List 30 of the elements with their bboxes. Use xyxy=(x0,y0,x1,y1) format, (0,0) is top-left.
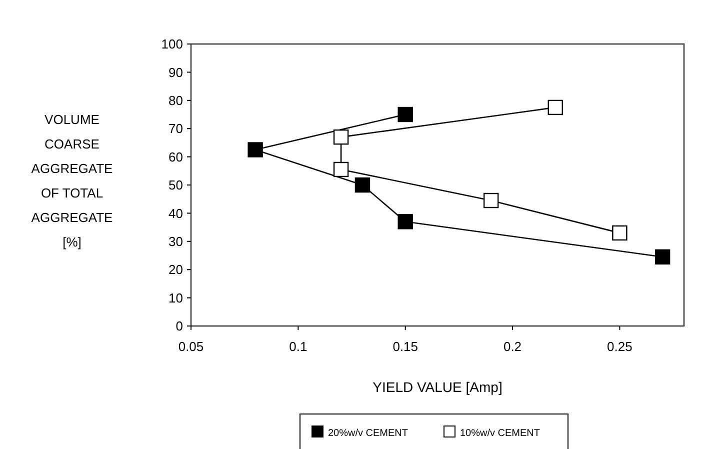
y-tick-label: 50 xyxy=(168,178,183,193)
point xyxy=(483,192,499,208)
y-tick-label: 70 xyxy=(168,121,183,136)
point xyxy=(354,177,370,193)
x-tick-label: 0.2 xyxy=(503,339,522,354)
x-tick-label: 0.05 xyxy=(178,339,204,354)
y-tick-label: 100 xyxy=(161,36,183,52)
x-axis-title: YIELD VALUE [Amp] xyxy=(372,379,502,395)
y-tick-label: 90 xyxy=(168,64,183,80)
point xyxy=(612,225,628,241)
point xyxy=(333,162,349,178)
point xyxy=(398,106,413,122)
point xyxy=(333,129,349,145)
y-tick-label: 60 xyxy=(168,149,183,164)
y-tick-label: 20 xyxy=(168,262,183,278)
y-tick-label: 30 xyxy=(168,234,183,249)
y-tick-label: 80 xyxy=(168,92,183,108)
x-tick-label: 0.15 xyxy=(392,339,418,354)
y-tick-label: 40 xyxy=(168,206,183,221)
point xyxy=(398,214,413,230)
point xyxy=(654,249,670,265)
y-tick-label: 10 xyxy=(168,290,183,306)
y-axis-title: VOLUME COARSE AGGREGATE OF TOTAL AGGREGATE [%] xyxy=(31,112,114,250)
y-tick-label: 0 xyxy=(176,318,183,334)
x-tick-label: 0.25 xyxy=(607,339,632,354)
point xyxy=(548,100,563,116)
point xyxy=(248,142,263,158)
legend-label: 20%w/v CEMENT xyxy=(328,428,408,439)
legend-label: 10%w/v CEMENT xyxy=(460,428,540,439)
x-tick-label: 0.1 xyxy=(289,339,308,354)
